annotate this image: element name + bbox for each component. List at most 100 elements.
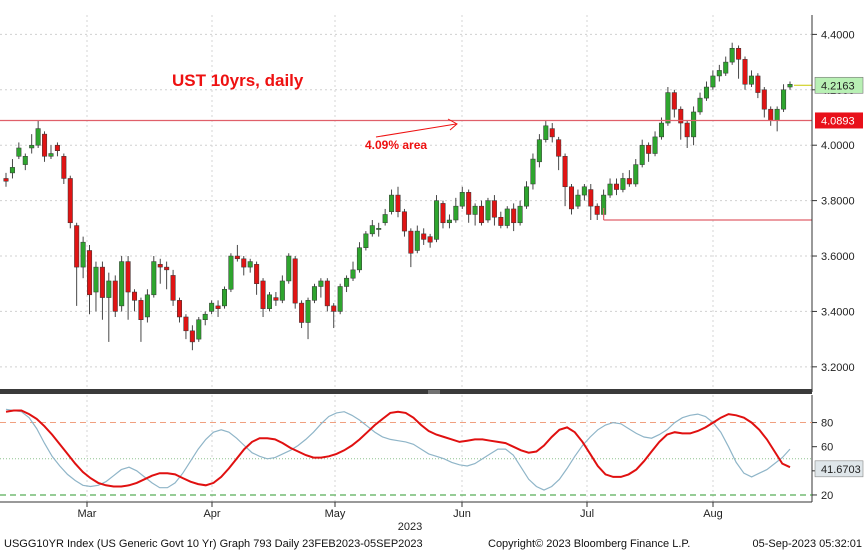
year-label: 2023 (398, 521, 422, 533)
oscillator-value-tag: 41.6703 (814, 460, 864, 478)
candle (67, 175, 73, 229)
candle (254, 261, 260, 295)
candle-body (581, 186, 587, 196)
candle-body (742, 59, 748, 85)
candle-body (421, 233, 427, 240)
candle-body (536, 139, 542, 163)
candle (16, 142, 22, 160)
oscillator-tick-label: 60 (821, 442, 833, 454)
candle (781, 84, 787, 112)
candle-body (562, 156, 568, 188)
oscillator-value: 41.6703 (821, 464, 861, 476)
candle-body (331, 305, 337, 312)
candle-body (119, 261, 125, 307)
candle (324, 278, 330, 312)
price-panel (0, 15, 812, 390)
candle (723, 56, 729, 76)
candle-body (189, 330, 195, 343)
candle-body (524, 186, 530, 207)
candle-body (260, 280, 266, 309)
candle-body (99, 266, 105, 298)
candle (569, 183, 575, 215)
candle (221, 286, 227, 309)
candle (363, 231, 369, 251)
month-label: May (325, 508, 346, 520)
candle-body (755, 75, 761, 93)
candle (421, 228, 427, 245)
month-label: Aug (703, 508, 723, 520)
candle (266, 292, 272, 312)
month-label: Apr (203, 508, 220, 520)
candle-body (723, 61, 729, 74)
candle-body (569, 186, 575, 210)
candle-body (22, 156, 28, 165)
price-tick-label: 3.8000 (821, 196, 855, 208)
candle-body (254, 264, 260, 284)
candle (61, 153, 67, 184)
candle-body (221, 289, 227, 307)
candle (196, 316, 202, 342)
candle-body (228, 255, 234, 290)
candle-body (427, 236, 433, 243)
footer-index-label: USGG10YR Index (US Generic Govt 10 Yr) G… (4, 538, 423, 550)
candle (626, 170, 632, 187)
candle (157, 258, 163, 284)
candle (215, 300, 221, 317)
candle (331, 303, 337, 329)
candle-body (54, 144, 60, 151)
candle-body (279, 280, 285, 301)
candle (408, 228, 414, 268)
candle (80, 236, 86, 279)
candle (125, 256, 131, 320)
candle-body (613, 183, 619, 190)
candle-body (736, 47, 742, 60)
candle-body (703, 86, 709, 99)
candle (22, 153, 28, 171)
candle (761, 87, 767, 118)
price-tick-label: 3.2000 (821, 362, 855, 374)
candle (633, 159, 639, 187)
candle-body (466, 192, 472, 215)
separator-grip[interactable] (428, 390, 440, 394)
candle-body (376, 228, 382, 230)
candle-body (106, 280, 112, 298)
candle-body (697, 97, 703, 113)
candle-body (620, 178, 626, 190)
candle (112, 275, 118, 317)
candle (697, 92, 703, 115)
candle (536, 134, 542, 168)
candle (524, 181, 530, 209)
candle-body (132, 291, 138, 301)
candle-body (588, 189, 594, 207)
candle-body (498, 216, 504, 226)
candle-body (112, 280, 118, 312)
oscillator-tick-label: 20 (821, 490, 833, 502)
candle (543, 120, 549, 143)
candle (286, 253, 292, 284)
last-price-value: 4.2163 (821, 80, 855, 92)
last-price-tag: 4.2163 (814, 76, 864, 94)
candle (189, 325, 195, 351)
candle-body (453, 205, 459, 221)
candle-body (761, 89, 767, 110)
candle-body (485, 200, 491, 221)
candle-body (157, 264, 163, 268)
candle (472, 203, 478, 226)
candle (684, 120, 690, 148)
candle (710, 70, 716, 90)
candle-body (247, 261, 253, 268)
candle-body (196, 319, 202, 340)
candle-body (691, 111, 697, 138)
candle-body (414, 230, 420, 251)
oscillator-lines (5, 408, 791, 491)
candle-body (678, 108, 684, 124)
candle-body (318, 280, 324, 287)
candle (485, 197, 491, 223)
level-value: 4.0893 (821, 115, 855, 127)
candle (170, 269, 176, 306)
candle-body (408, 230, 414, 254)
candle (665, 87, 671, 126)
candle (260, 278, 266, 317)
candle-body (9, 167, 15, 174)
month-label: Jun (453, 508, 471, 520)
